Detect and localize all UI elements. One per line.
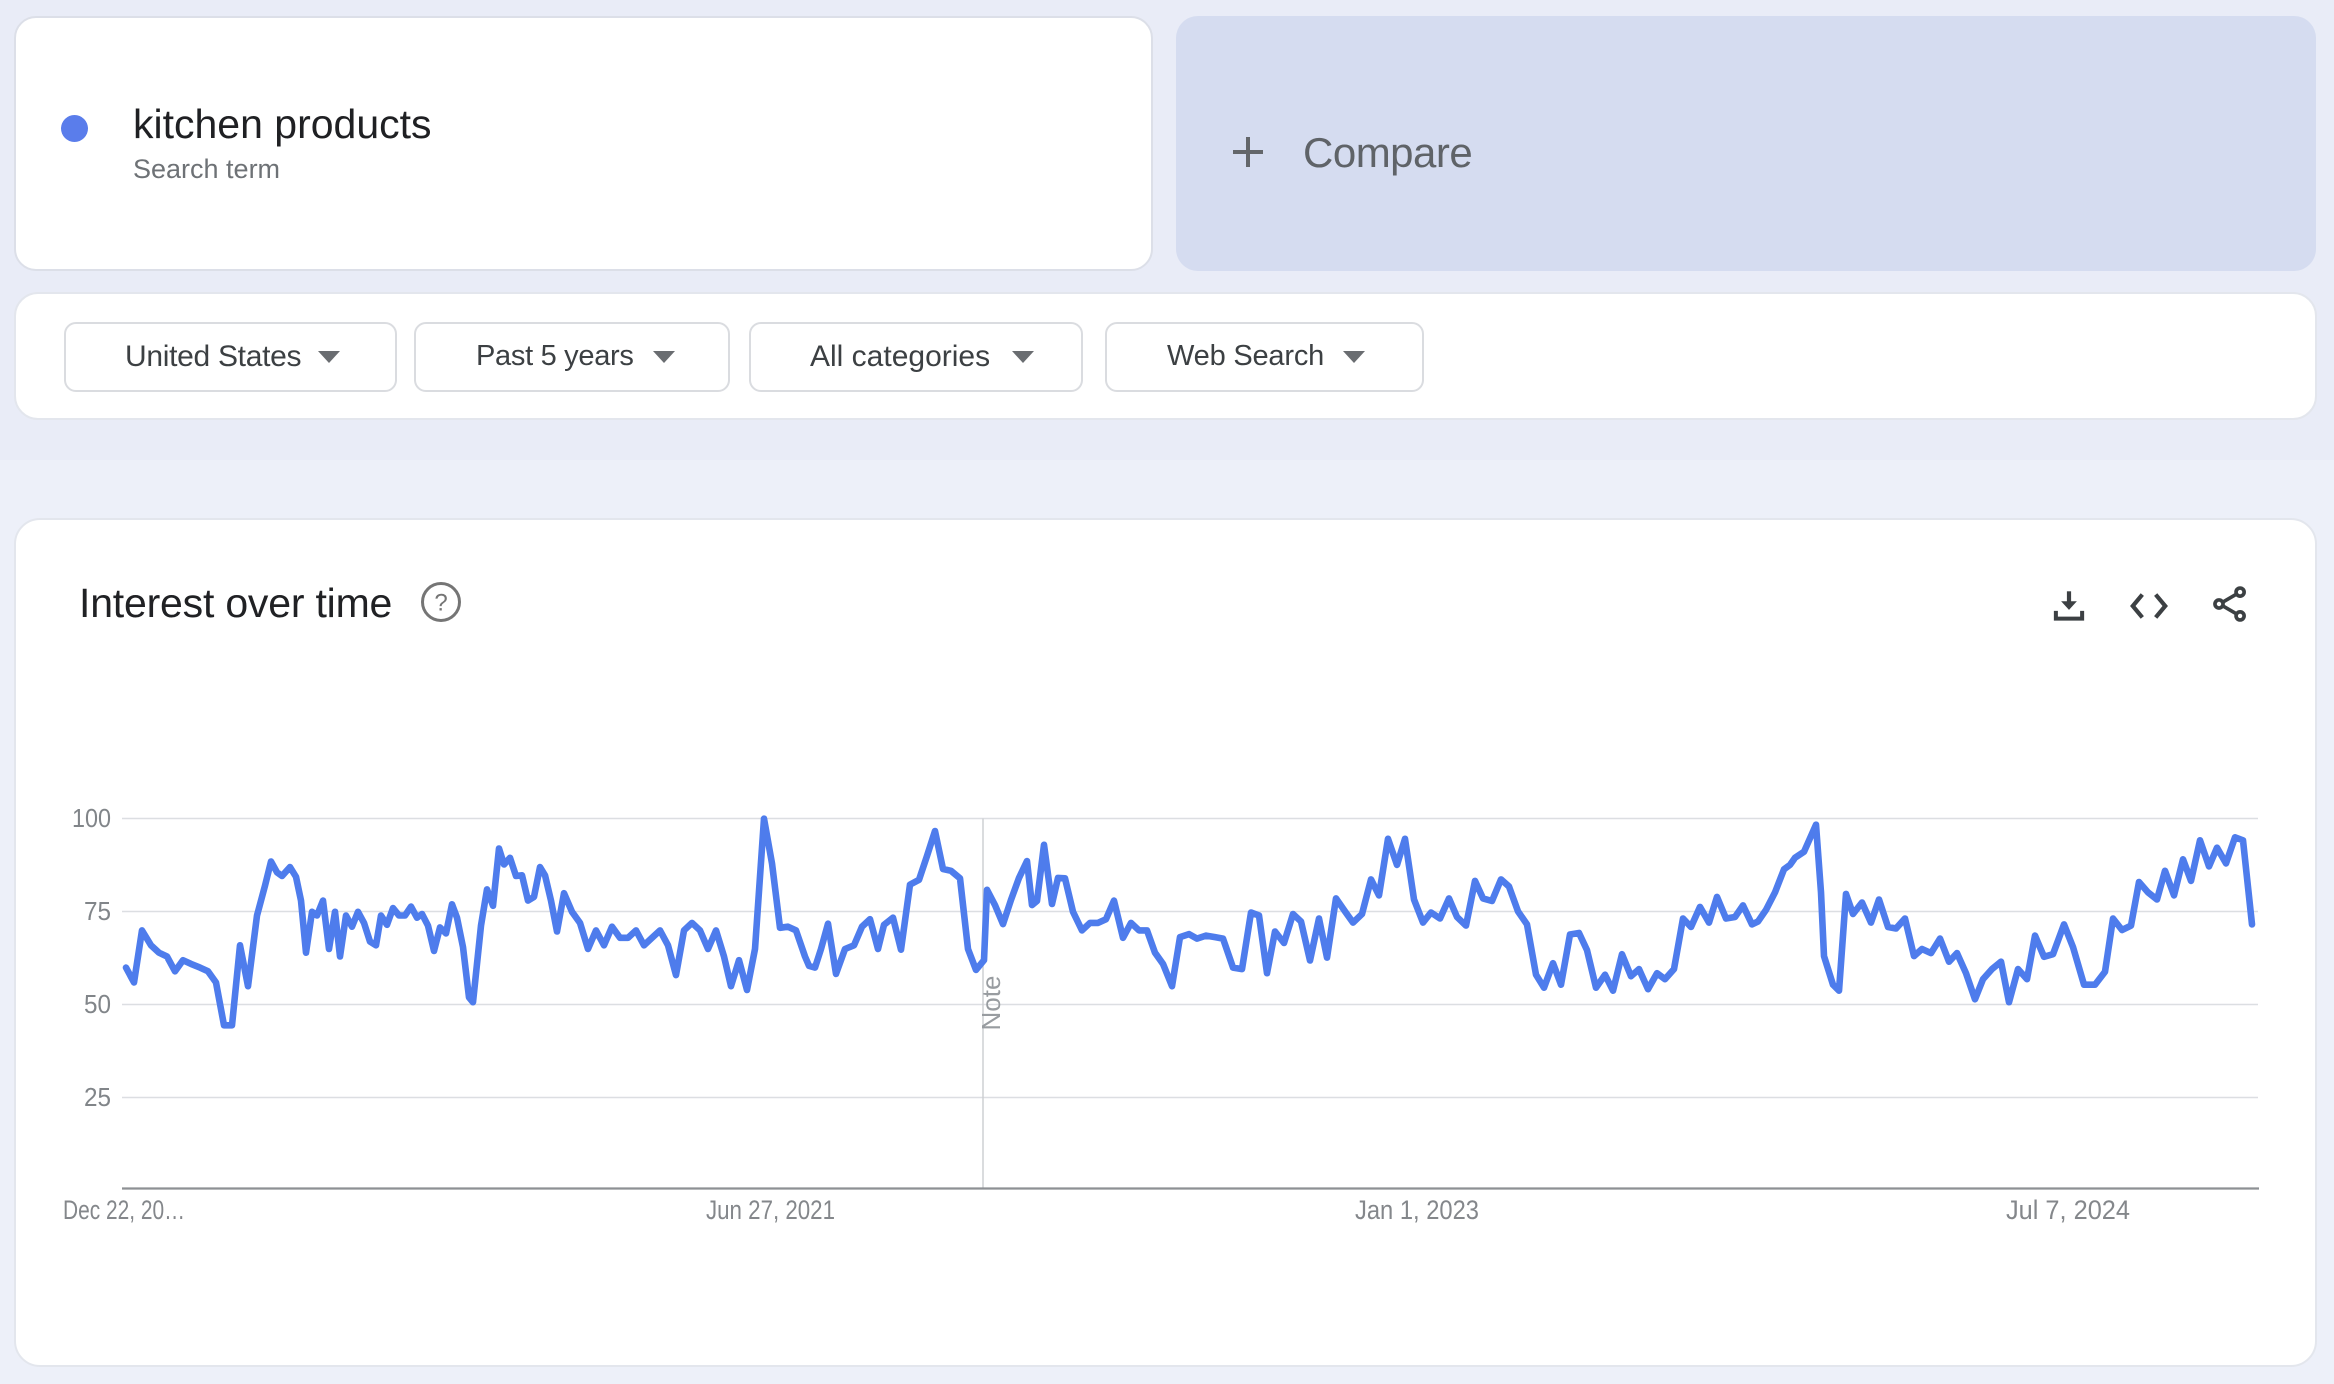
svg-text:?: ? — [434, 590, 447, 617]
svg-text:100: 100 — [72, 803, 111, 833]
svg-text:Jan 1, 2023: Jan 1, 2023 — [1355, 1195, 1479, 1225]
svg-text:Note: Note — [976, 976, 1006, 1031]
svg-text:Jun 27, 2021: Jun 27, 2021 — [706, 1195, 835, 1225]
svg-text:Dec 22, 20…: Dec 22, 20… — [63, 1195, 185, 1225]
svg-text:25: 25 — [84, 1082, 111, 1112]
svg-text:75: 75 — [84, 896, 111, 926]
svg-text:50: 50 — [84, 989, 111, 1019]
svg-text:Jul 7, 2024: Jul 7, 2024 — [2006, 1195, 2130, 1225]
